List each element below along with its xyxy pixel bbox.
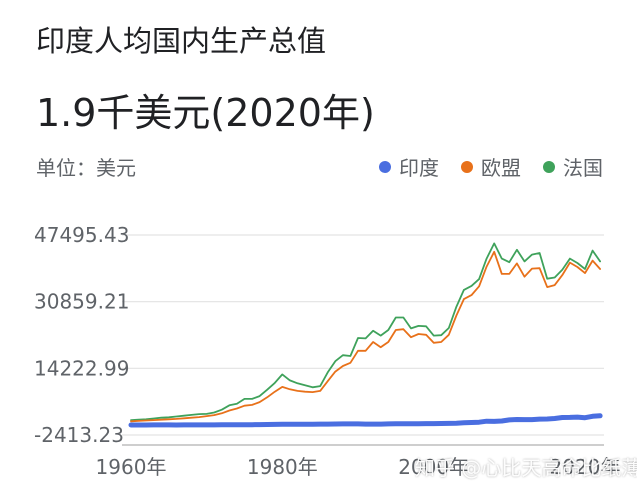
legend-item-france[interactable]: 法国 bbox=[543, 152, 603, 181]
series-line-eu bbox=[130, 250, 601, 423]
unit-label: 单位：美元 bbox=[36, 156, 136, 180]
legend-label-eu: 欧盟 bbox=[481, 156, 521, 180]
legend-item-eu[interactable]: 欧盟 bbox=[461, 152, 521, 181]
x-tick-label-2: 2000年 bbox=[398, 455, 469, 479]
legend-label-india: 印度 bbox=[399, 156, 439, 180]
y-tick-label-2: 30859.21 bbox=[34, 290, 129, 314]
x-tick-label-0: 1960年 bbox=[96, 455, 167, 479]
chart-title: 印度人均国内生产总值 bbox=[36, 24, 327, 58]
series-line-india bbox=[128, 413, 603, 428]
legend-label-france: 法国 bbox=[563, 156, 603, 180]
series-line-france bbox=[130, 242, 601, 422]
watermark-text: 知乎 @心比天高命比纸薄 bbox=[415, 456, 637, 480]
headline-value: 1.9千美元(2020年) bbox=[36, 91, 375, 135]
x-tick-label-1: 1980年 bbox=[247, 455, 318, 479]
y-tick-label-1: 14222.99 bbox=[34, 356, 129, 380]
y-tick-label-0: -2413.23 bbox=[34, 423, 124, 447]
legend-dot-eu bbox=[461, 160, 473, 173]
legend-item-india[interactable]: 印度 bbox=[379, 152, 439, 181]
legend-dot-india bbox=[379, 160, 391, 173]
y-tick-label-3: 47495.43 bbox=[34, 223, 129, 247]
legend: 印度 欧盟 法国 bbox=[379, 152, 603, 181]
legend-dot-france bbox=[543, 160, 555, 173]
x-tick-label-3: 2020年 bbox=[550, 455, 621, 479]
